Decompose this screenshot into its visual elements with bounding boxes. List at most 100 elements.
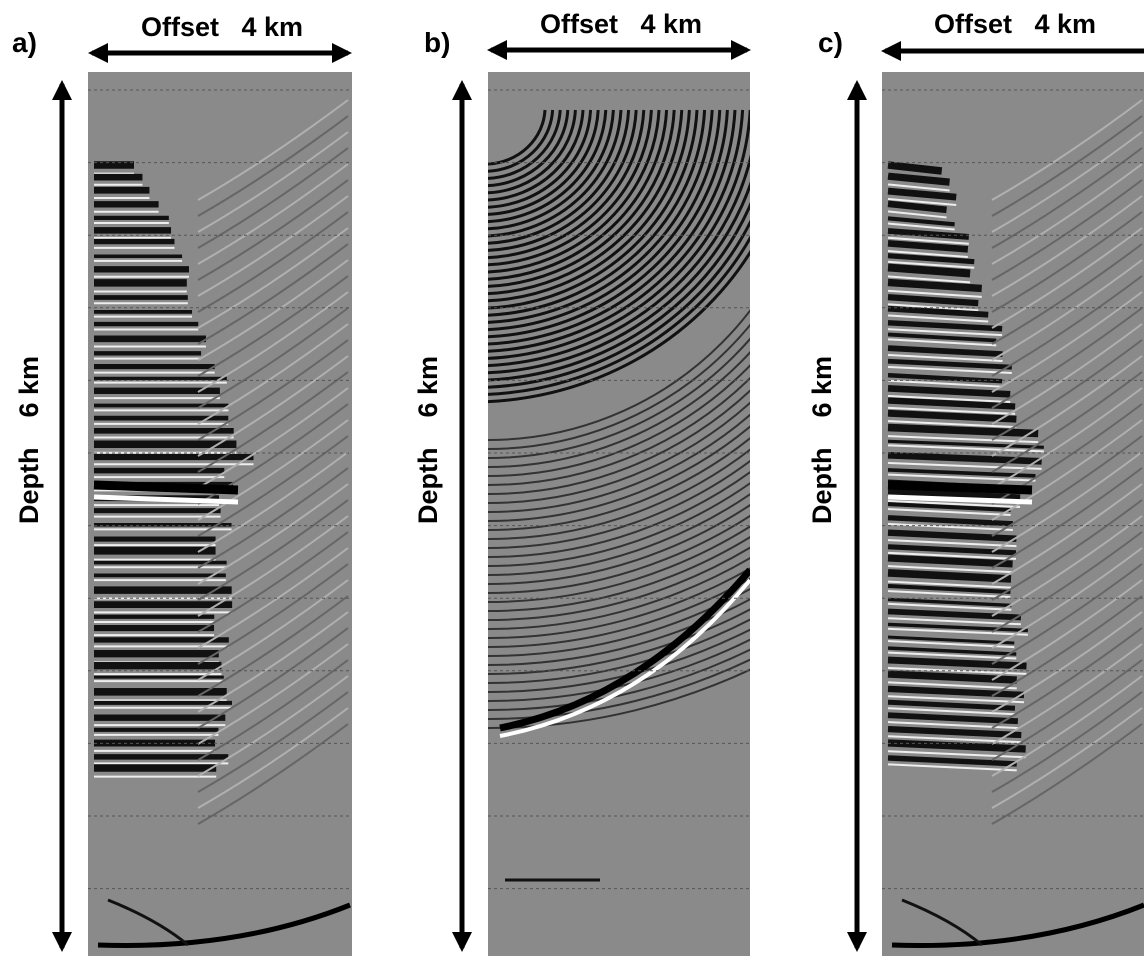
reflector <box>887 750 1026 759</box>
arc <box>499 578 750 738</box>
arc <box>488 598 750 666</box>
diffraction <box>991 611 1143 713</box>
arc <box>488 638 750 702</box>
seismic-pattern <box>88 89 352 948</box>
reflector <box>887 554 1013 568</box>
seismic-pattern <box>488 89 750 890</box>
reflector <box>887 580 1012 589</box>
diffraction <box>197 643 349 745</box>
reflector <box>887 635 1015 645</box>
reflector <box>887 565 1013 574</box>
reflector <box>887 755 1017 767</box>
diffraction <box>991 147 1143 249</box>
reflector <box>887 294 979 307</box>
arc <box>488 587 750 657</box>
reflector <box>887 569 1012 583</box>
diffraction <box>197 547 349 649</box>
reflector <box>887 379 1003 388</box>
arc <box>488 546 750 621</box>
diffraction <box>197 723 349 825</box>
diffraction <box>991 563 1143 665</box>
diffraction <box>197 339 349 441</box>
reflector <box>887 461 1042 470</box>
diffraction <box>197 371 349 473</box>
diffraction <box>197 355 349 457</box>
diffraction <box>991 307 1143 409</box>
diffraction <box>991 163 1143 265</box>
diffraction <box>197 627 349 729</box>
arc <box>488 535 750 612</box>
arc <box>488 109 691 303</box>
reflector <box>887 260 975 269</box>
arc <box>488 109 593 209</box>
reflector <box>887 712 1019 725</box>
diffraction <box>197 403 349 505</box>
reflector <box>887 529 1017 542</box>
arc <box>488 109 585 202</box>
arc <box>488 436 750 531</box>
arc <box>488 249 750 404</box>
reflector <box>887 332 997 343</box>
arc <box>488 109 699 310</box>
reflector <box>887 739 1026 753</box>
reflector <box>887 685 1025 699</box>
reflector <box>887 250 968 259</box>
panel-label: a) <box>12 27 37 58</box>
diffraction <box>991 451 1143 553</box>
diffraction <box>991 515 1143 617</box>
reflector <box>887 278 982 293</box>
offset-label: Offset 4 km <box>934 9 1096 39</box>
reflector <box>887 222 955 231</box>
diffraction <box>197 659 349 761</box>
seismic-pattern <box>882 89 1144 948</box>
diffraction <box>197 323 349 425</box>
reflector <box>887 627 1028 636</box>
diffraction <box>197 419 349 521</box>
reflector <box>887 508 1011 517</box>
offset-label: Offset 4 km <box>540 9 702 39</box>
reflector <box>887 656 1027 670</box>
reflector <box>887 721 1018 730</box>
diffraction <box>197 483 349 585</box>
arc <box>488 608 750 675</box>
diffraction <box>197 387 349 489</box>
diffraction <box>197 275 349 377</box>
diffraction <box>197 467 349 569</box>
reflector <box>887 451 1042 465</box>
arc <box>488 109 653 267</box>
reflector <box>887 200 947 214</box>
arc <box>488 109 669 281</box>
diffraction <box>991 643 1143 745</box>
diffraction <box>197 227 349 329</box>
reflector <box>93 494 239 505</box>
reflector <box>887 372 1003 384</box>
reflector <box>887 695 1025 704</box>
reflector <box>887 183 950 192</box>
arc <box>488 109 638 252</box>
reflector <box>97 902 351 948</box>
diffraction <box>197 563 349 665</box>
reflector <box>887 617 1021 626</box>
reflector <box>887 735 1022 744</box>
arc <box>488 492 750 576</box>
depth-label: Depth 6 km <box>14 356 44 524</box>
reflector <box>887 320 1003 332</box>
arc <box>488 109 615 231</box>
arc <box>488 577 750 648</box>
arc <box>488 219 750 389</box>
depth-label: Depth 6 km <box>413 356 443 524</box>
reflector <box>887 353 1003 362</box>
reflector <box>887 468 1036 478</box>
reflector <box>887 328 1003 337</box>
reflector <box>887 444 1044 453</box>
reflector <box>887 314 989 323</box>
diffraction <box>991 291 1143 393</box>
diffraction <box>197 435 349 537</box>
arc <box>488 109 676 288</box>
reflector <box>887 366 1012 375</box>
diffraction <box>991 323 1143 425</box>
arc <box>488 618 750 684</box>
diffraction <box>991 531 1143 633</box>
offset-label: Offset 4 km <box>141 12 303 42</box>
reflector <box>887 515 1013 527</box>
